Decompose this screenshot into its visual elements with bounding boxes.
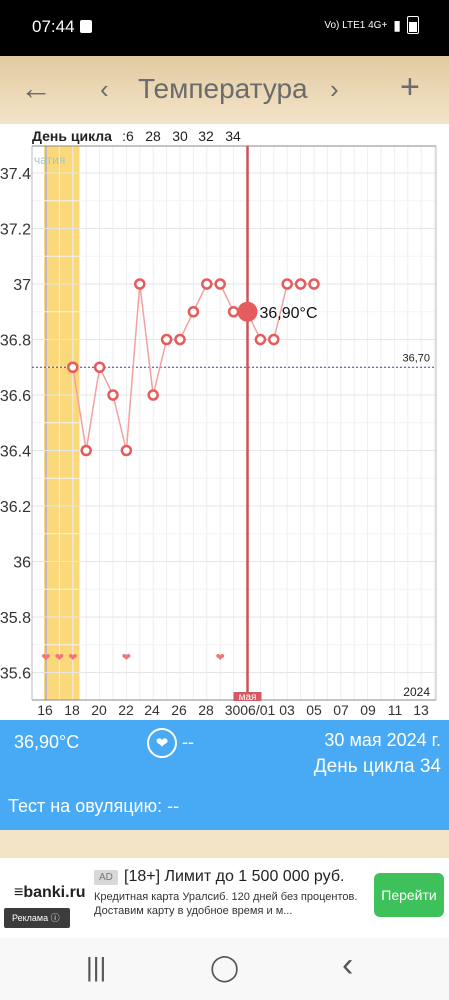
back-icon[interactable]: ‹	[342, 946, 354, 984]
ad-label-text: Реклама	[12, 913, 49, 923]
x-tick-label: 18	[64, 702, 80, 718]
ad-headline[interactable]: [18+] Лимит до 1 500 000 руб.	[124, 868, 345, 885]
selected-temperature: 36,90°C	[14, 732, 80, 752]
y-tick-label: 37.2	[0, 222, 31, 239]
status-bar: 07:44 Vo) LTE1 4G+ ▮	[0, 0, 449, 56]
temperature-point	[227, 306, 240, 318]
y-tick-label: 36.8	[0, 333, 31, 350]
axis-header: День цикла	[32, 128, 112, 144]
top-tick-label: 34	[225, 128, 241, 144]
y-tick-label: 37.4	[0, 166, 31, 183]
ad-go-button[interactable]: Перейти	[374, 873, 444, 917]
recent-apps-icon[interactable]: |||	[86, 952, 107, 982]
cursor-label-bg	[233, 692, 262, 701]
chevron-right-icon[interactable]: ›	[330, 74, 339, 104]
y-tick-label: 35.6	[0, 666, 31, 683]
status-icons: Vo) LTE1 4G+ ▮	[324, 16, 419, 34]
app-toolbar: ← ‹ Температура › +	[0, 56, 449, 124]
top-tick-label: :6	[122, 128, 134, 144]
cursor-label: мая	[239, 692, 257, 703]
y-tick-label: 36	[13, 555, 31, 572]
temperature-point	[201, 278, 213, 290]
top-tick-label: 32	[198, 128, 214, 144]
y-tick-label: 36.2	[0, 499, 31, 516]
top-tick-label: 28	[145, 128, 161, 144]
x-tick-label: 22	[118, 702, 134, 718]
temperature-point	[93, 361, 106, 373]
x-tick-label: 09	[360, 702, 376, 718]
heart-marker-icon: ❤	[55, 651, 64, 664]
network-label: Vo) LTE1 4G+	[324, 19, 388, 31]
heart-marker-icon: ❤	[122, 651, 131, 664]
arrow-left-icon[interactable]: ←	[20, 70, 52, 106]
x-tick-label: 3006/01	[225, 702, 276, 718]
selected-point	[237, 301, 258, 322]
temperature-point	[294, 278, 307, 290]
ad-label[interactable]: Реклама ⓘ	[4, 908, 70, 928]
heart-marker-icon: ❤	[68, 651, 77, 664]
y-tick-label: 36.6	[0, 388, 31, 405]
selected-point-label: 36,90°C	[260, 305, 318, 322]
temperature-point	[187, 306, 200, 318]
x-tick-label: 26	[171, 702, 187, 718]
x-tick-label: 16	[37, 702, 53, 718]
temperature-chart[interactable]: чатия 37.4 37.2 37 36.8 36.6 36.4 36.2 36 35.8 35…	[0, 124, 449, 720]
ovulation-test-row[interactable]: Тест на овуляцию: --	[0, 790, 449, 830]
heart-marker-icon: ❤	[41, 651, 50, 664]
ovulation-test-text: Тест на овуляцию: --	[8, 796, 180, 816]
temperature-point	[67, 361, 79, 373]
x-tick-label: 05	[306, 702, 322, 718]
x-tick-label: 13	[413, 702, 429, 718]
temperature-point	[214, 278, 226, 290]
status-time: 07:44	[32, 17, 75, 36]
system-nav-bar: ||| ◯ ‹	[0, 938, 449, 1000]
x-tick-label: 07	[333, 702, 349, 718]
cycle-day: День цикла 34	[313, 756, 441, 777]
plus-icon[interactable]: +	[400, 68, 420, 106]
temperature-point	[107, 389, 119, 401]
year-label: 2024	[403, 685, 430, 699]
temperature-point	[174, 333, 186, 346]
page-title: Температура	[138, 73, 308, 104]
ad-logo-text: ≡banki.ru	[14, 884, 86, 901]
notification-icon	[80, 20, 92, 33]
reference-line-label: 36,70	[402, 352, 430, 364]
selected-date: 30 мая 2024 г.	[324, 730, 441, 750]
y-tick-label: 35.8	[0, 610, 31, 627]
home-icon[interactable]: ◯	[210, 952, 240, 982]
chevron-left-icon[interactable]: ‹	[100, 74, 109, 104]
temperature-point	[147, 389, 159, 401]
temperature-point	[160, 333, 173, 346]
x-tick-label: 28	[198, 702, 214, 718]
temperature-point	[308, 278, 320, 290]
ad-badge: AD	[94, 870, 118, 885]
signal-icon: ▮	[393, 16, 401, 33]
ad-description: Кредитная карта Уралсиб. 120 дней без пр…	[94, 891, 358, 917]
chart-svg[interactable]: чатия 37.4 37.2 37 36.8 36.6 36.4 36.2 36 35.8 35…	[0, 124, 449, 720]
fertile-band-label: чатия	[34, 153, 65, 167]
temperature-point	[281, 278, 293, 290]
x-tick-label: 20	[91, 702, 107, 718]
x-tick-label: 11	[388, 702, 403, 718]
ad-banner[interactable]: ≡banki.ru Реклама ⓘ AD [18+] Лимит до 1 …	[0, 858, 449, 938]
y-tick-label: 36.4	[0, 444, 31, 461]
heart-marker-icon: ❤	[216, 651, 225, 664]
day-info-panel[interactable]: 36,90°C ❤ -- 30 мая 2024 г. День цикла 3…	[0, 720, 449, 790]
x-tick-label: 24	[144, 702, 160, 718]
top-tick-label: 30	[172, 128, 188, 144]
temperature-point	[254, 333, 267, 346]
temperature-point	[120, 444, 133, 457]
temperature-point	[268, 333, 280, 346]
intercourse-value: --	[182, 732, 194, 752]
y-tick-label: 37	[13, 277, 31, 294]
temperature-point	[80, 444, 92, 457]
heart-icon: ❤	[147, 728, 177, 758]
x-tick-label: 03	[279, 702, 295, 718]
battery-icon	[407, 16, 419, 34]
temperature-point	[134, 278, 146, 290]
